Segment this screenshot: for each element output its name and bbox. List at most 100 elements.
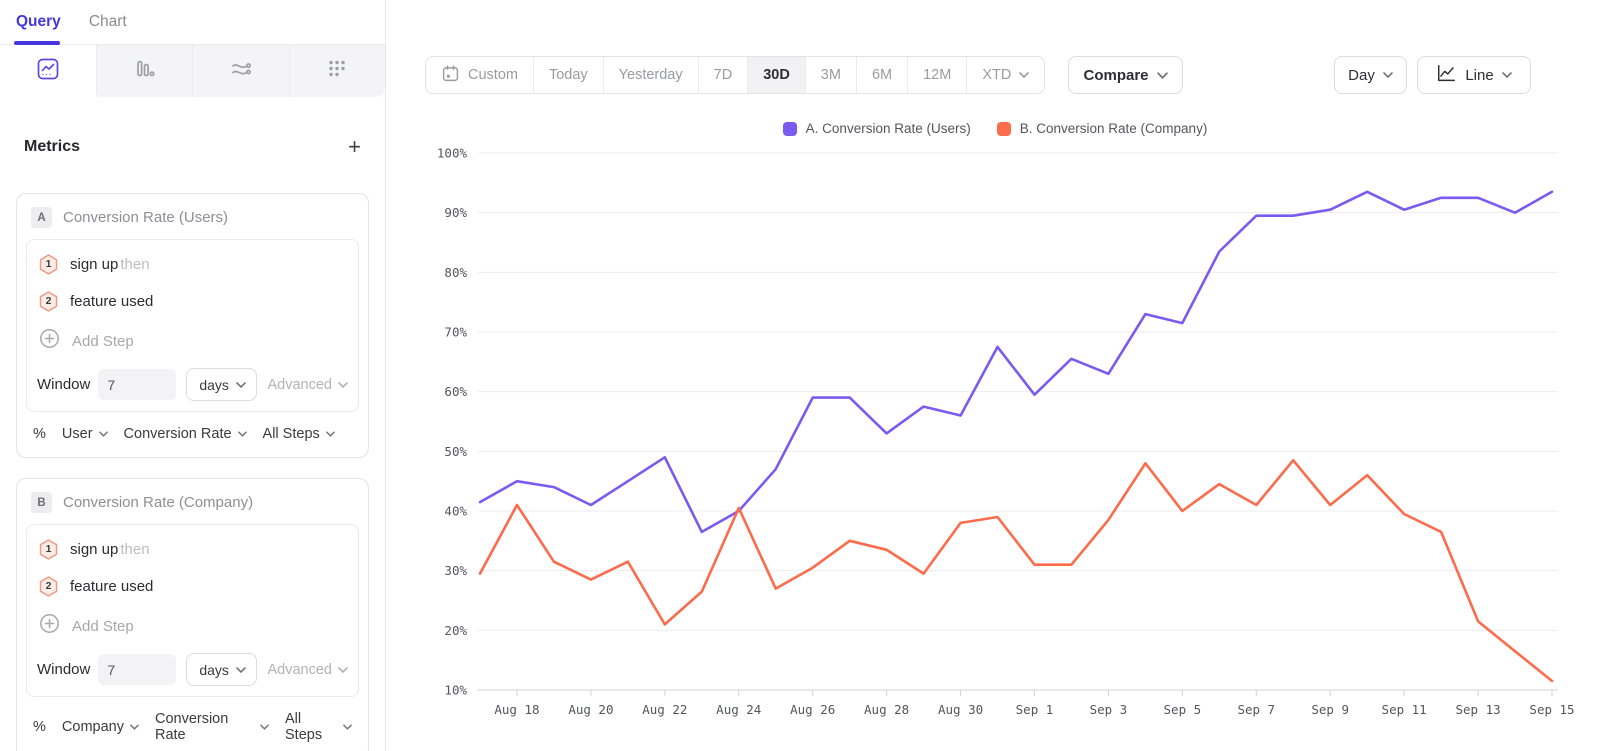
y-axis-tick-label: 30% [444,563,467,578]
window-value-input[interactable] [98,369,177,400]
date-range-custom[interactable]: Custom [426,57,533,93]
x-axis-tick-label: Sep 1 [1016,702,1054,717]
x-axis-tick-label: Aug 28 [864,702,909,717]
step-event-label: feature used [70,577,154,595]
window-label: Window [37,376,91,393]
metric-title: Conversion Rate (Users) [63,209,229,226]
metric-card-b: B Conversion Rate (Company) 1 sign up the… [16,478,369,751]
active-tab-underline [14,41,60,45]
legend-label: A. Conversion Rate (Users) [805,121,971,136]
date-range-yesterday[interactable]: Yesterday [602,57,698,93]
x-axis-tick-label: Sep 13 [1455,702,1500,717]
circled-plus-icon [39,613,60,639]
window-unit-dropdown[interactable]: days [186,653,257,686]
flows-view-button[interactable] [192,45,289,97]
series-line-a[interactable] [478,190,1554,534]
legend-item-a[interactable]: A. Conversion Rate (Users) [782,121,971,136]
x-axis-tick-label: Sep 15 [1529,702,1574,717]
funnel-step-2[interactable]: 2 feature used [37,568,348,605]
retention-grid-view-button[interactable] [288,45,385,97]
step-number-badge: 2 [39,291,58,312]
chart-type-dropdown[interactable]: Line [1417,56,1531,94]
compare-button[interactable]: Compare [1068,56,1183,94]
advanced-toggle[interactable]: Advanced [268,377,349,393]
percent-symbol: % [33,426,46,442]
measure-row: % Company Conversion Rate All Steps [17,697,368,751]
date-range-today[interactable]: Today [532,57,603,93]
measurement-dropdown[interactable]: Conversion Rate [124,426,247,442]
add-step-button[interactable]: Add Step [37,605,348,649]
date-range-6m[interactable]: 6M [855,57,907,93]
chevron-down-icon [1156,71,1168,79]
y-axis-tick-label: 40% [444,504,467,519]
y-axis-tick-label: 90% [444,205,467,220]
window-unit-dropdown[interactable]: days [186,368,257,401]
steps-scope-dropdown[interactable]: All Steps [263,426,335,442]
x-axis-tick-label: Sep 11 [1382,702,1427,717]
tab-chart[interactable]: Chart [88,13,127,30]
metric-card-b-header[interactable]: B Conversion Rate (Company) [17,479,368,524]
flows-icon [229,57,253,86]
chevron-down-icon [338,666,348,673]
tab-query[interactable]: Query [16,13,61,30]
legend-swatch-a [782,121,797,136]
counting-method-dropdown[interactable]: User [62,426,108,442]
date-range-7d[interactable]: 7D [697,57,748,93]
x-axis-tick-label: Sep 7 [1237,702,1275,717]
query-sidebar: Query Chart [0,0,386,751]
y-axis-tick-label: 50% [444,444,467,459]
add-metric-button[interactable]: + [348,134,361,159]
step-number-badge: 1 [39,539,58,560]
chevron-down-icon [98,431,108,437]
step-number-badge: 2 [39,576,58,597]
circled-plus-icon [39,328,60,354]
line-chart-canvas[interactable]: 100% 90% 80% 70% 60% 50% 40% 30% 20% 10% Aug 18 Aug… [430,140,1580,725]
funnel-step-2[interactable]: 2 feature used [37,283,348,320]
x-axis-tick-label: Aug 22 [642,702,687,717]
date-range-xtd[interactable]: XTD [966,57,1044,93]
funnel-steps-box: 1 sign up then 2 feature used [26,239,359,412]
date-range-3m[interactable]: 3M [804,57,856,93]
window-label: Window [37,661,91,678]
granularity-dropdown[interactable]: Day [1334,56,1407,94]
add-step-button[interactable]: Add Step [37,320,348,364]
chevron-down-icon [1501,72,1512,78]
steps-scope-dropdown[interactable]: All Steps [285,711,352,743]
date-range-30d[interactable]: 30D [747,57,805,93]
chevron-down-icon [130,724,139,730]
chevron-down-icon [237,431,247,437]
visualization-type-strip [0,45,385,97]
metric-badge: A [31,207,52,228]
date-range-control: Custom Today Yesterday 7D 30D 3M 6M 12M … [425,56,1046,94]
counting-method-dropdown[interactable]: Company [62,719,139,735]
metric-card-a-header[interactable]: A Conversion Rate (Users) [17,194,368,239]
funnel-step-1[interactable]: 1 sign up then [37,531,348,568]
step-number-badge: 1 [39,254,58,275]
series-line-b[interactable] [478,458,1554,683]
measurement-dropdown[interactable]: Conversion Rate [155,711,269,743]
y-axis-tick-label: 60% [444,384,467,399]
line-chart-type-icon [1436,64,1457,87]
line-chart-view-button[interactable] [0,45,96,97]
legend-item-b[interactable]: B. Conversion Rate (Company) [996,121,1207,136]
percent-symbol: % [33,719,46,735]
x-axis-tick-label: Aug 20 [568,702,613,717]
y-axis-tick-label: 100% [437,146,468,161]
step-connector-label: then [120,255,150,273]
conversion-window-row: Window days Advanced [37,653,348,686]
chevron-down-icon [1383,72,1393,78]
funnel-bars-view-button[interactable] [95,45,192,97]
window-value-input[interactable] [98,654,177,685]
x-axis-tick-label: Aug 24 [716,702,761,717]
step-event-label: sign up [70,540,119,558]
x-axis-tick-label: Sep 5 [1164,702,1202,717]
metrics-panel: Metrics + A Conversion Rate (Users) 1 si… [0,134,385,751]
y-axis-tick-label: 70% [444,325,467,340]
funnel-step-1[interactable]: 1 sign up then [37,246,348,283]
advanced-toggle[interactable]: Advanced [268,662,349,678]
step-event-label: sign up [70,255,119,273]
x-axis-tick-label: Sep 9 [1311,702,1349,717]
metrics-heading: Metrics [24,138,81,155]
date-range-12m[interactable]: 12M [907,57,966,93]
